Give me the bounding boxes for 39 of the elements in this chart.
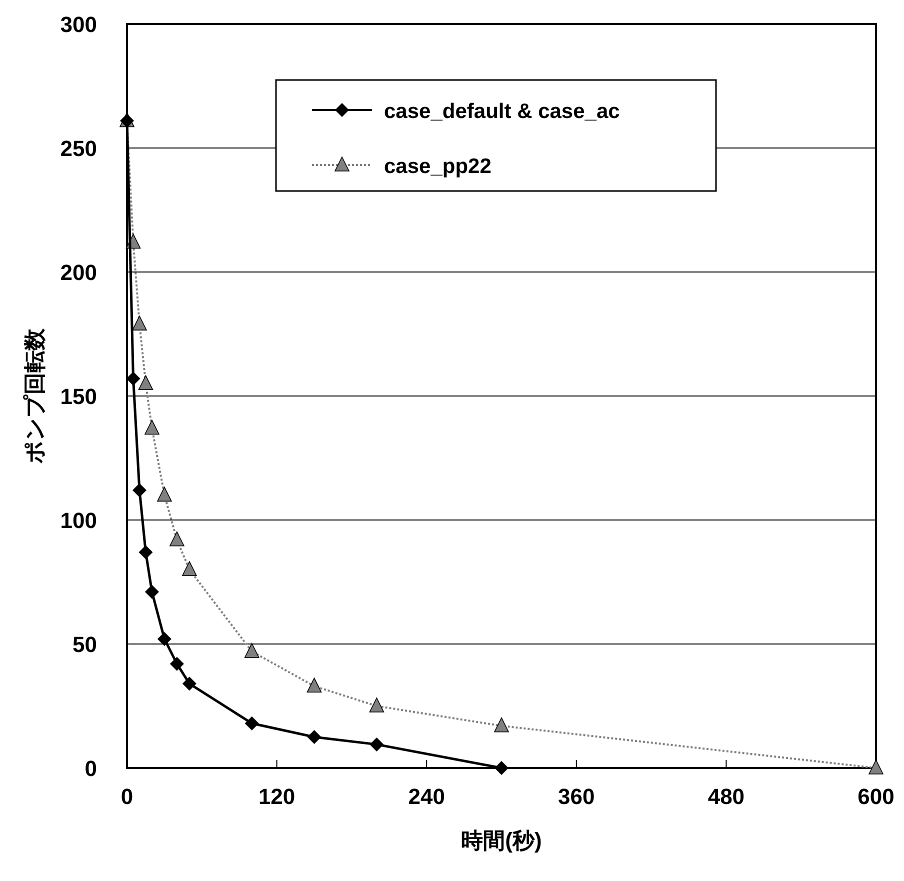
legend-label: case_default & case_ac (384, 100, 620, 123)
point (244, 716, 259, 730)
point (370, 737, 384, 752)
y-tick-label: 100 (60, 508, 97, 533)
point (157, 486, 172, 502)
point (369, 698, 384, 712)
point (132, 316, 147, 330)
point (170, 531, 184, 546)
point (307, 730, 322, 744)
point (494, 717, 509, 732)
point (138, 375, 154, 390)
y-axis-title: ポンプ回転数 (22, 328, 47, 464)
x-tick-label: 120 (258, 784, 296, 809)
point (306, 678, 322, 693)
y-tick-label: 150 (60, 384, 97, 409)
legend-label: case_pp22 (384, 155, 492, 178)
x-tick-label: 480 (708, 784, 745, 809)
point (868, 760, 884, 774)
x-tick-label: 600 (858, 784, 894, 809)
point (182, 676, 196, 691)
point (182, 561, 197, 576)
x-tick-label: 0 (120, 784, 134, 809)
point (157, 632, 172, 646)
x-axis-title: 時間(秒) (461, 828, 542, 853)
point (170, 656, 184, 671)
point (244, 643, 260, 658)
point (494, 761, 508, 775)
y-tick-label: 200 (60, 260, 97, 285)
point (132, 483, 146, 498)
point (126, 372, 140, 386)
x-tick-label: 360 (558, 784, 595, 809)
point (138, 545, 153, 560)
y-tick-label: 250 (60, 136, 97, 161)
y-tick-label: 0 (84, 756, 97, 781)
point (144, 420, 160, 435)
y-tick-label: 300 (60, 12, 97, 37)
x-tick-label: 240 (408, 784, 445, 809)
point (144, 584, 159, 599)
y-tick-label: 50 (72, 632, 97, 657)
